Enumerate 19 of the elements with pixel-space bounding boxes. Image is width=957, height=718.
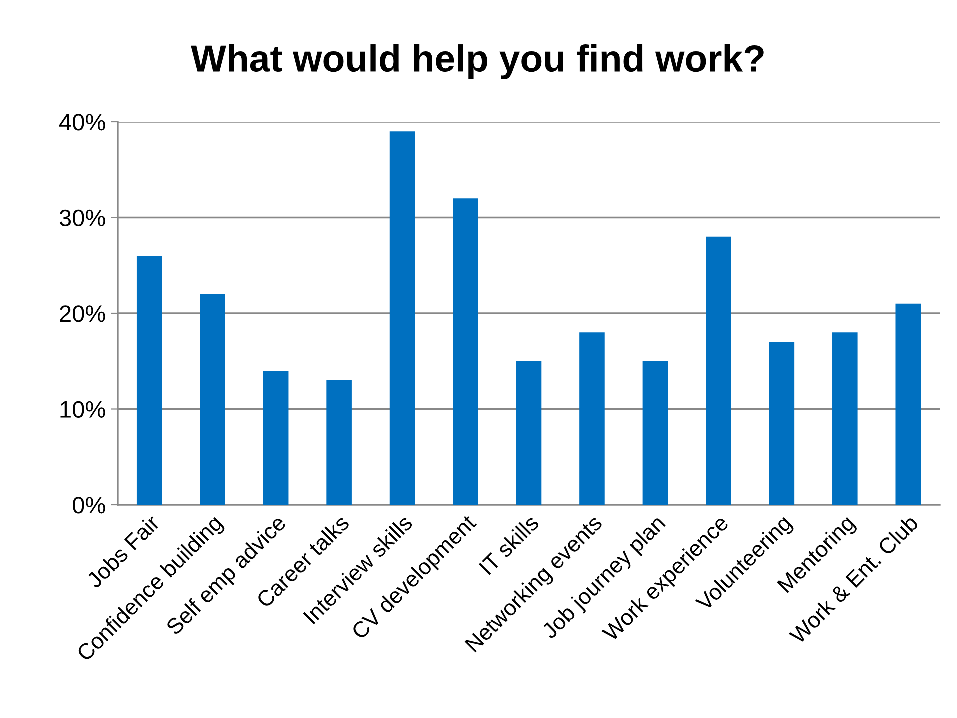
chart-title: What would help you find work? — [191, 44, 764, 80]
bar — [769, 342, 795, 505]
bar — [580, 332, 605, 505]
bar — [642, 361, 668, 505]
bar — [390, 132, 416, 505]
bar — [832, 332, 858, 505]
y-tick-label: 40% — [59, 114, 106, 131]
y-tick-label: 20% — [60, 306, 106, 322]
bar — [453, 198, 478, 505]
bar — [200, 294, 226, 505]
y-tick-label: 10% — [60, 401, 106, 418]
bar — [896, 304, 922, 505]
bar — [706, 236, 732, 505]
bar — [516, 361, 542, 505]
bar — [136, 256, 162, 505]
bar — [263, 370, 289, 505]
bar — [326, 380, 352, 505]
y-tick-label: 0% — [72, 497, 106, 514]
y-tick-label: 30% — [60, 210, 106, 227]
